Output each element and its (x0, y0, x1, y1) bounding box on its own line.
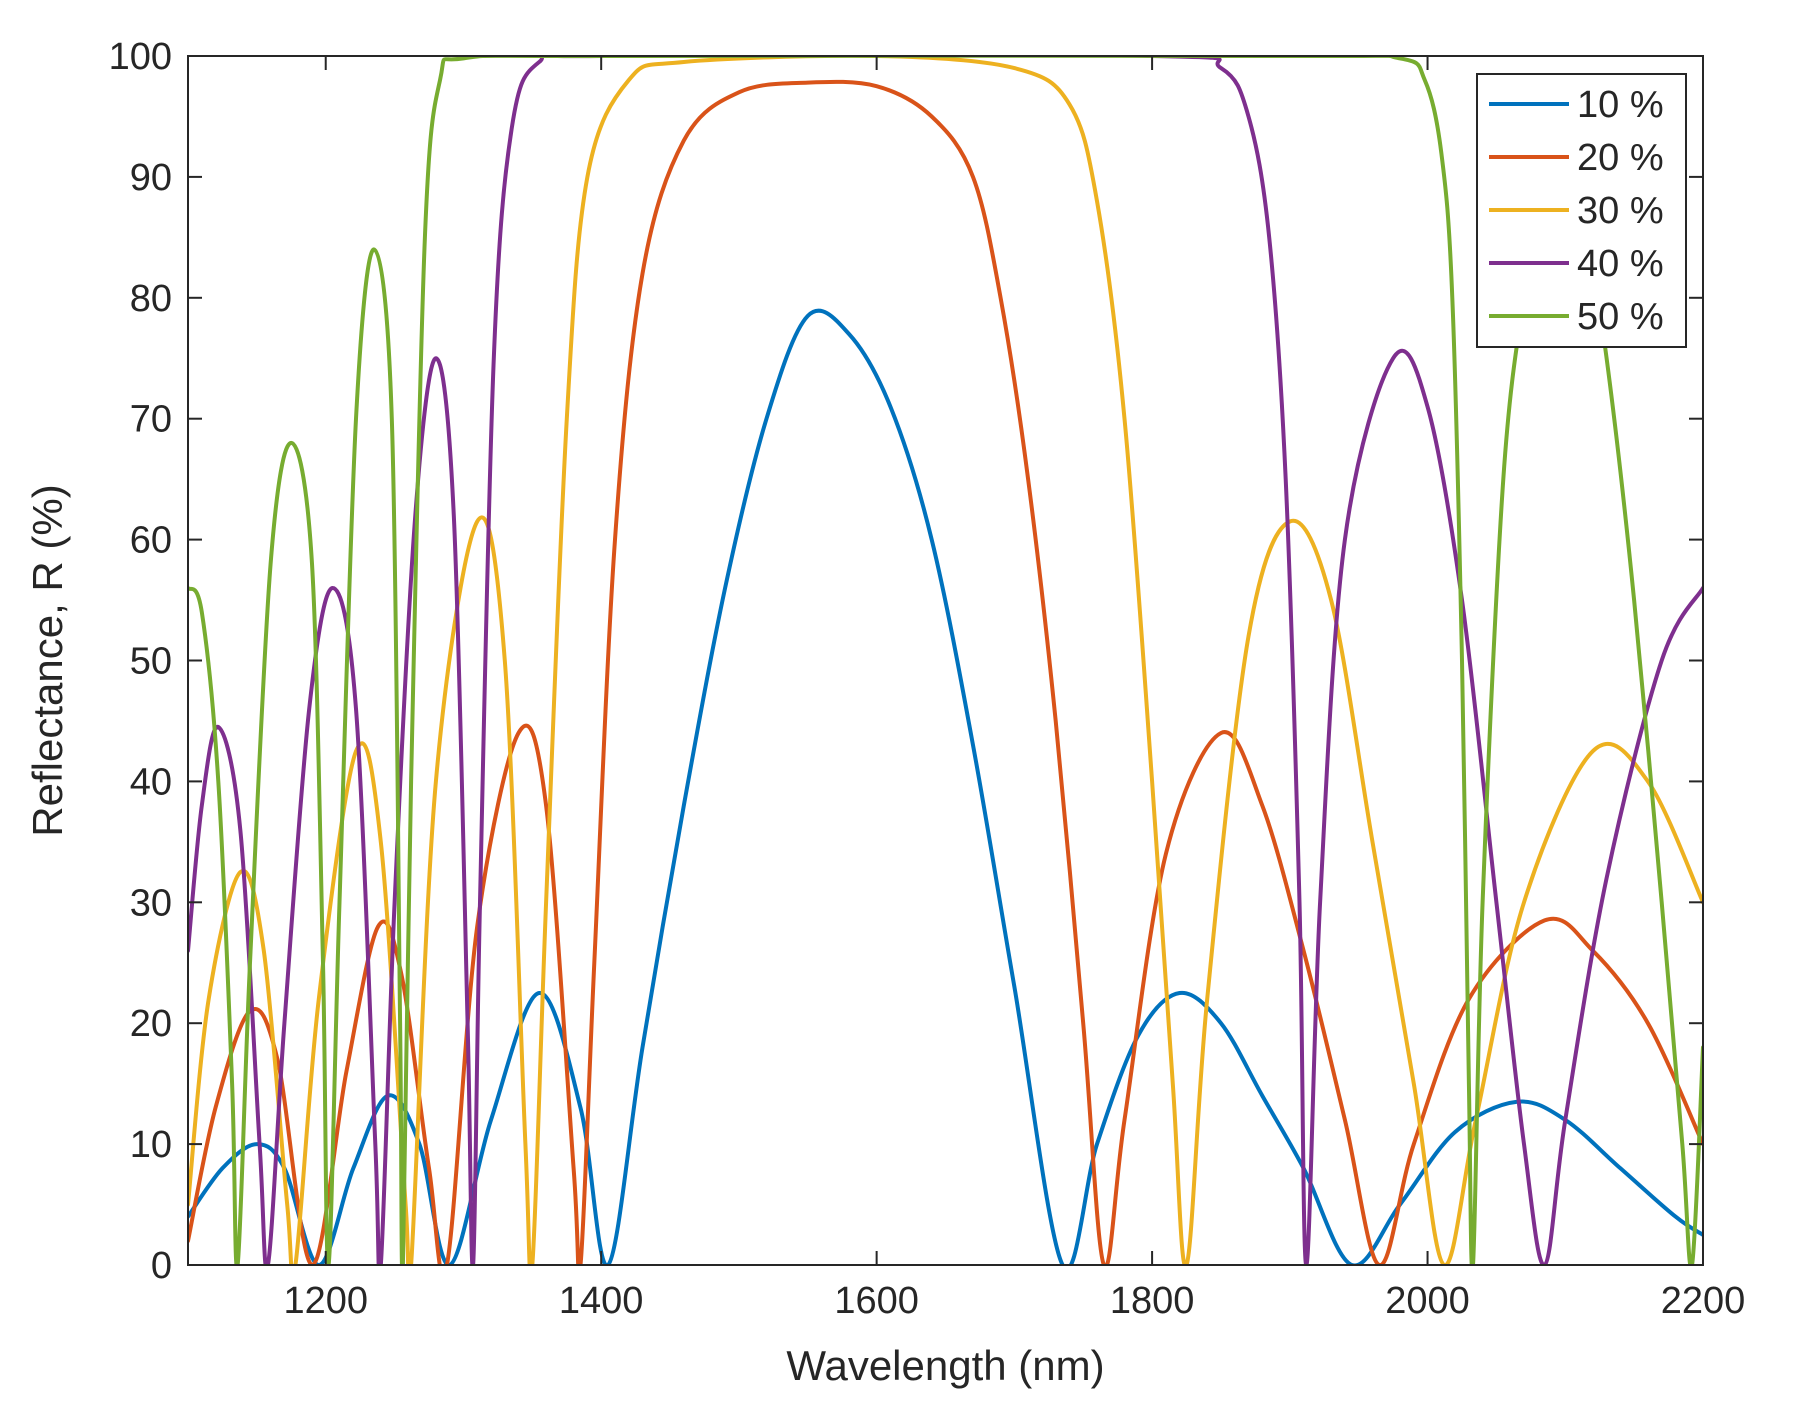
y-tick-label: 40 (130, 761, 172, 803)
legend-label-20pct: 20 % (1577, 137, 1664, 179)
y-tick-label: 30 (130, 882, 172, 924)
y-tick-label: 80 (130, 278, 172, 320)
y-tick-label: 20 (130, 1003, 172, 1045)
y-tick-label: 100 (109, 36, 172, 78)
legend: 10 % 20 % 30 % 40 % 50 % (1476, 73, 1687, 348)
series-line-30pct (188, 56, 1703, 1265)
x-tick-label: 1800 (1110, 1280, 1195, 1322)
series-group (188, 56, 1703, 1265)
legend-label-30pct: 30 % (1577, 190, 1664, 232)
y-axis-title: Reflectance, R (%) (24, 484, 71, 836)
x-tick-label: 1400 (559, 1280, 644, 1322)
legend-label-50pct: 50 % (1577, 296, 1664, 338)
y-tick-label: 50 (130, 641, 172, 683)
series-line-10pct (188, 308, 1703, 1265)
y-tick-label: 90 (130, 157, 172, 199)
x-tick-label: 2200 (1661, 1280, 1746, 1322)
y-tick-label: 10 (130, 1124, 172, 1166)
series-line-40pct (188, 56, 1703, 1265)
axes: 1200 1400 1600 1800 2000 2200 0 10 20 30 40 50 60 70 8… (109, 36, 1746, 1322)
legend-label-10pct: 10 % (1577, 84, 1664, 126)
x-tick-label: 1200 (283, 1280, 368, 1322)
x-tick-label: 1600 (834, 1280, 919, 1322)
x-tick-label: 2000 (1385, 1280, 1470, 1322)
y-tick-label: 60 (130, 520, 172, 562)
y-tick-label: 0 (151, 1245, 172, 1287)
legend-label-40pct: 40 % (1577, 243, 1664, 285)
series-line-20pct (188, 79, 1703, 1265)
y-tick-label: 70 (130, 399, 172, 441)
x-axis-title: Wavelength (nm) (786, 1342, 1104, 1389)
plot-area (188, 56, 1703, 1265)
